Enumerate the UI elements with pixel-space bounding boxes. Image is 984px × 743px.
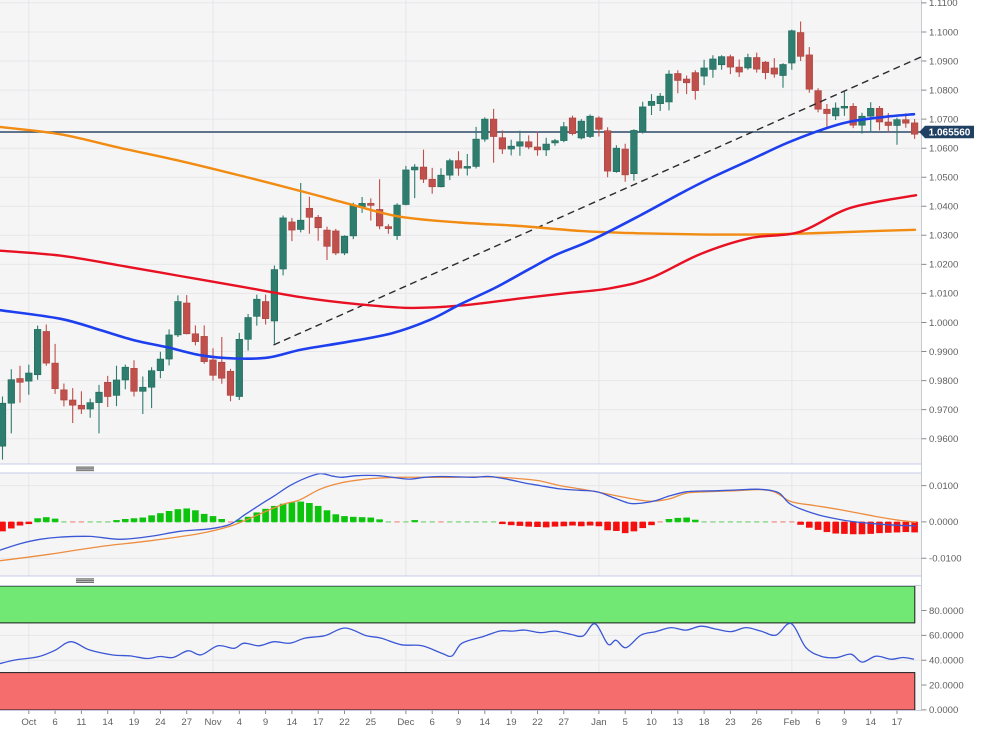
svg-text:60.0000: 60.0000 bbox=[929, 631, 964, 642]
svg-text:19: 19 bbox=[129, 717, 140, 728]
svg-text:1.1000: 1.1000 bbox=[929, 27, 958, 38]
svg-text:Oct: Oct bbox=[21, 717, 36, 728]
svg-text:17: 17 bbox=[313, 717, 324, 728]
svg-text:6: 6 bbox=[430, 717, 435, 728]
svg-text:9: 9 bbox=[263, 717, 268, 728]
svg-text:0.0100: 0.0100 bbox=[929, 481, 958, 492]
svg-text:1.0500: 1.0500 bbox=[929, 173, 958, 184]
svg-text:1.0400: 1.0400 bbox=[929, 202, 958, 213]
svg-text:19: 19 bbox=[506, 717, 517, 728]
svg-text:-0.0100: -0.0100 bbox=[929, 554, 962, 565]
svg-text:14: 14 bbox=[479, 717, 490, 728]
svg-text:14: 14 bbox=[865, 717, 876, 728]
svg-text:17: 17 bbox=[892, 717, 903, 728]
svg-text:1.0700: 1.0700 bbox=[929, 114, 958, 125]
svg-text:0.0000: 0.0000 bbox=[929, 705, 958, 716]
svg-text:1.065560: 1.065560 bbox=[929, 127, 971, 138]
svg-text:14: 14 bbox=[287, 717, 298, 728]
svg-text:1.0600: 1.0600 bbox=[929, 144, 958, 155]
svg-text:22: 22 bbox=[339, 717, 350, 728]
svg-text:6: 6 bbox=[815, 717, 820, 728]
svg-text:4: 4 bbox=[237, 717, 243, 728]
svg-text:20.0000: 20.0000 bbox=[929, 680, 964, 691]
svg-text:27: 27 bbox=[558, 717, 569, 728]
svg-text:0.9800: 0.9800 bbox=[929, 376, 958, 387]
svg-text:0.0000: 0.0000 bbox=[929, 517, 958, 528]
svg-text:24: 24 bbox=[155, 717, 166, 728]
svg-text:Jan: Jan bbox=[591, 717, 606, 728]
svg-text:22: 22 bbox=[532, 717, 543, 728]
svg-text:18: 18 bbox=[699, 717, 710, 728]
svg-text:13: 13 bbox=[672, 717, 683, 728]
svg-text:0.9600: 0.9600 bbox=[929, 434, 958, 445]
svg-text:27: 27 bbox=[181, 717, 192, 728]
svg-text:10: 10 bbox=[646, 717, 657, 728]
svg-text:1.0100: 1.0100 bbox=[929, 289, 958, 300]
svg-text:5: 5 bbox=[623, 717, 628, 728]
svg-text:9: 9 bbox=[842, 717, 847, 728]
svg-text:14: 14 bbox=[102, 717, 113, 728]
svg-text:Nov: Nov bbox=[204, 717, 221, 728]
svg-text:1.0900: 1.0900 bbox=[929, 56, 958, 67]
svg-text:80.0000: 80.0000 bbox=[929, 606, 964, 617]
svg-text:Dec: Dec bbox=[397, 717, 414, 728]
svg-text:9: 9 bbox=[456, 717, 461, 728]
svg-text:26: 26 bbox=[751, 717, 762, 728]
svg-text:1.0000: 1.0000 bbox=[929, 318, 958, 329]
svg-text:0.9900: 0.9900 bbox=[929, 347, 958, 358]
svg-text:1.1100: 1.1100 bbox=[929, 0, 958, 9]
svg-text:1.0800: 1.0800 bbox=[929, 85, 958, 96]
svg-text:1.0300: 1.0300 bbox=[929, 231, 958, 242]
svg-text:11: 11 bbox=[76, 717, 86, 728]
svg-text:40.0000: 40.0000 bbox=[929, 656, 964, 667]
svg-text:6: 6 bbox=[52, 717, 57, 728]
svg-text:25: 25 bbox=[365, 717, 376, 728]
svg-text:Feb: Feb bbox=[784, 717, 801, 728]
svg-text:23: 23 bbox=[725, 717, 736, 728]
svg-text:1.0200: 1.0200 bbox=[929, 260, 958, 271]
svg-text:0.9700: 0.9700 bbox=[929, 405, 958, 416]
